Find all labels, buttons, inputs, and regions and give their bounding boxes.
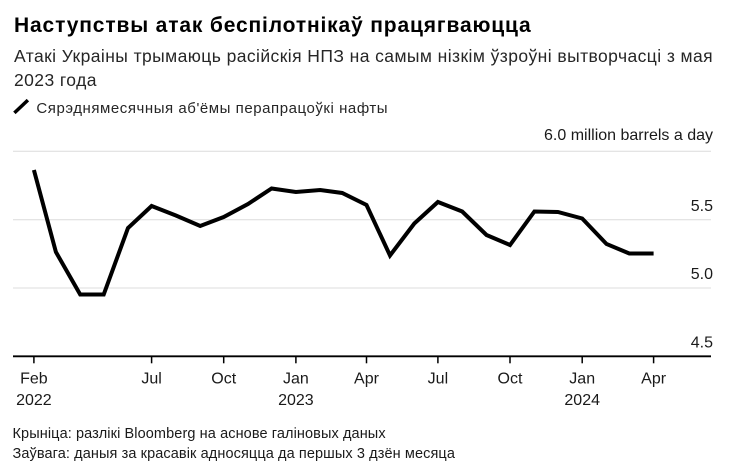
- svg-text:Jan: Jan: [283, 371, 309, 388]
- svg-text:Apr: Apr: [641, 371, 667, 388]
- svg-text:Oct: Oct: [498, 371, 523, 388]
- svg-text:5.5: 5.5: [691, 198, 713, 215]
- svg-text:2023: 2023: [278, 392, 314, 409]
- svg-text:Jan: Jan: [569, 371, 595, 388]
- svg-text:2022: 2022: [16, 392, 52, 409]
- svg-text:Feb: Feb: [20, 371, 48, 388]
- svg-text:2024: 2024: [564, 392, 600, 409]
- svg-text:Jul: Jul: [141, 371, 161, 388]
- svg-text:Jul: Jul: [428, 371, 448, 388]
- svg-text:4.5: 4.5: [691, 335, 713, 352]
- svg-text:5.0: 5.0: [691, 266, 713, 283]
- svg-text:6.0 million barrels a day: 6.0 million barrels a day: [544, 127, 713, 144]
- svg-text:Сярэднямесячныя аб'ёмы перапра: Сярэднямесячныя аб'ёмы перапрацоўкі нафт…: [36, 100, 388, 117]
- svg-text:Apr: Apr: [354, 371, 380, 388]
- svg-text:Oct: Oct: [211, 371, 236, 388]
